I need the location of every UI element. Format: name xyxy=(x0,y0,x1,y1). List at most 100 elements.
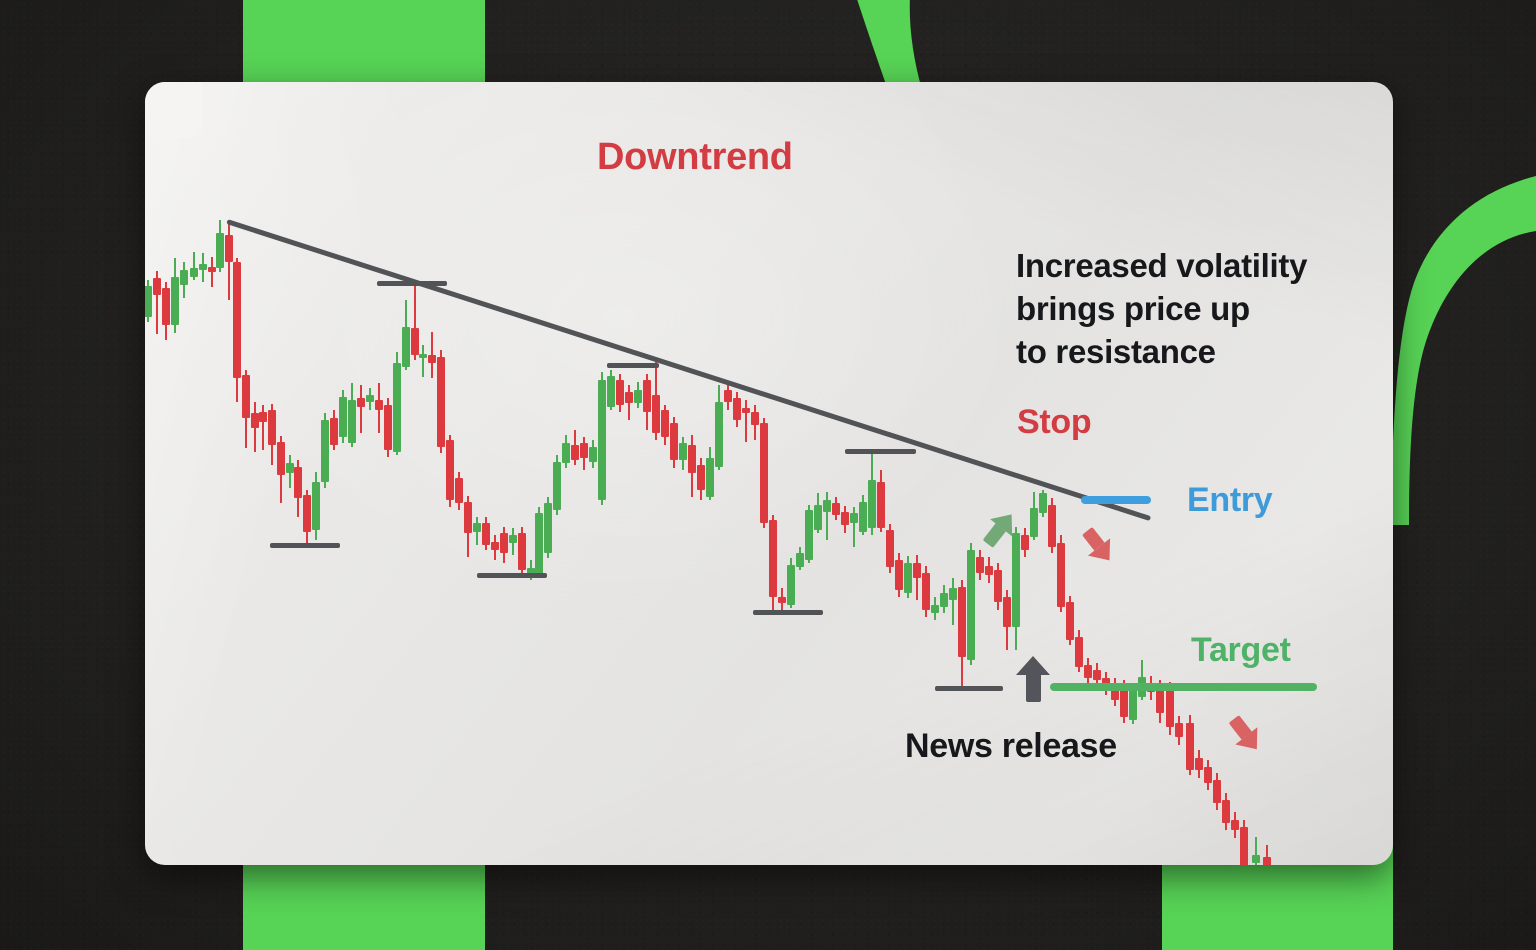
bullish-candle xyxy=(796,553,804,567)
bearish-candle xyxy=(330,418,338,445)
downtrend-trendline xyxy=(226,218,1151,521)
swing-high-tick xyxy=(607,363,659,368)
bearish-candle xyxy=(733,398,741,420)
bullish-candle xyxy=(286,463,294,473)
news-release-label: News release xyxy=(905,727,1117,765)
bearish-candle xyxy=(724,390,732,402)
bearish-candle xyxy=(162,288,170,325)
bearish-candle xyxy=(742,408,750,413)
candle-wick xyxy=(360,385,362,433)
bearish-candle xyxy=(1263,857,1271,865)
bearish-candle xyxy=(841,512,849,525)
paper-highlight-patch xyxy=(145,82,203,138)
green-arc-right-piece xyxy=(1391,176,1536,525)
paper-card xyxy=(145,82,1393,865)
bearish-candle xyxy=(518,533,526,570)
candle-wick xyxy=(952,578,954,625)
bullish-candle xyxy=(634,390,642,403)
bearish-candle xyxy=(994,570,1002,602)
bullish-candle xyxy=(553,462,561,510)
bearish-candle xyxy=(922,573,930,610)
bullish-candle xyxy=(145,286,152,317)
bearish-candle xyxy=(357,398,365,407)
bearish-candle xyxy=(455,478,463,503)
bullish-candle xyxy=(931,605,939,613)
bullish-candle xyxy=(967,550,975,660)
volatility-note-line3: to resistance xyxy=(1016,333,1216,370)
bullish-candle xyxy=(598,380,606,500)
volatility-note-line1: Increased volatility xyxy=(1016,247,1308,284)
bearish-candle xyxy=(411,328,419,355)
bearish-candle xyxy=(1222,800,1230,823)
bullish-candle xyxy=(321,420,329,482)
bearish-candle xyxy=(1231,820,1239,830)
bearish-candle xyxy=(1213,780,1221,803)
bearish-candle xyxy=(1166,688,1174,727)
bullish-candle xyxy=(1252,855,1260,863)
volatility-note: Increased volatility brings price up to … xyxy=(1016,244,1307,373)
bearish-candle xyxy=(259,412,267,422)
bearish-candle xyxy=(1156,687,1164,713)
candle-wick xyxy=(853,507,855,547)
bearish-candle xyxy=(1066,602,1074,640)
bearish-candle xyxy=(251,413,259,428)
bearish-candle xyxy=(428,355,436,363)
swing-low-support-line xyxy=(935,686,1003,691)
bearish-candle xyxy=(1204,767,1212,783)
bearish-candle xyxy=(1240,827,1248,865)
bearish-candle xyxy=(294,467,302,498)
bullish-candle xyxy=(419,354,427,358)
bearish-candle xyxy=(1120,685,1128,717)
bearish-candle xyxy=(1021,535,1029,550)
bearish-candle xyxy=(976,557,984,573)
bearish-candle xyxy=(1186,723,1194,770)
candle-wick xyxy=(414,284,416,360)
bearish-candle xyxy=(464,502,472,533)
bullish-candle xyxy=(312,482,320,530)
bullish-candle xyxy=(787,565,795,605)
candle-wick xyxy=(262,405,264,450)
bearish-candle xyxy=(688,445,696,473)
swing-low-support-line xyxy=(270,543,340,548)
bullish-candle xyxy=(679,443,687,460)
downtrend-label: Downtrend xyxy=(597,136,793,178)
bullish-candle xyxy=(473,523,481,532)
entry-price-line xyxy=(1081,496,1151,504)
bearish-candle xyxy=(1084,665,1092,678)
swing-low-support-line xyxy=(753,610,823,615)
candle-wick xyxy=(156,271,158,334)
stop-label: Stop xyxy=(1017,403,1092,441)
bullish-candle xyxy=(805,510,813,560)
bearish-candle xyxy=(491,542,499,550)
bullish-candle xyxy=(216,233,224,268)
bullish-candle xyxy=(607,376,615,407)
bullish-candle xyxy=(850,513,858,523)
bullish-candle xyxy=(393,363,401,452)
bearish-candle xyxy=(616,380,624,405)
bullish-candle xyxy=(823,500,831,512)
bearish-candle xyxy=(778,597,786,603)
news-up-arrow-icon xyxy=(1016,656,1050,702)
bullish-candle xyxy=(535,513,543,575)
bearish-candle xyxy=(277,442,285,475)
bearish-candle xyxy=(268,410,276,445)
bearish-candle xyxy=(643,380,651,412)
candle-wick xyxy=(193,252,195,280)
bullish-candle xyxy=(339,397,347,437)
bullish-candle xyxy=(562,443,570,463)
bullish-candle xyxy=(180,270,188,285)
bullish-candle xyxy=(940,593,948,607)
bearish-candle xyxy=(1048,505,1056,547)
bearish-candle xyxy=(1102,678,1110,687)
bearish-candle xyxy=(1003,597,1011,627)
bearish-candle xyxy=(985,566,993,575)
bullish-candle xyxy=(1012,533,1020,627)
bearish-candle xyxy=(242,375,250,418)
bullish-candle xyxy=(171,277,179,325)
bearish-candle xyxy=(482,523,490,545)
bullish-candle xyxy=(190,268,198,277)
bullish-candle xyxy=(402,327,410,367)
bullish-candle xyxy=(527,568,535,575)
bullish-candle xyxy=(706,458,714,497)
bearish-candle xyxy=(1093,670,1101,680)
